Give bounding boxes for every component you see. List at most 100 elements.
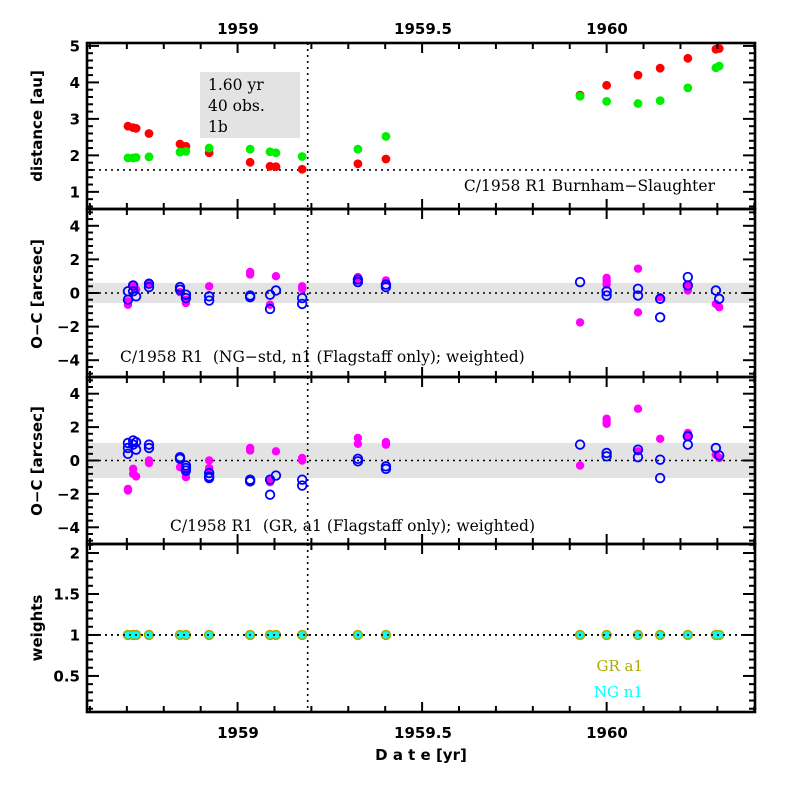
y-tick-label: 4 (70, 74, 80, 92)
weight-point-ng (382, 631, 390, 639)
y-tick-label: 2 (70, 147, 80, 165)
residual-point-dec (174, 284, 186, 295)
weight-point-ng (298, 631, 306, 639)
distance-point-delta (602, 96, 612, 106)
residual-point-dec (143, 439, 155, 450)
distance-point-delta (131, 153, 141, 162)
residual-point-dec (682, 439, 694, 450)
y-tick-label: 4 (70, 217, 80, 235)
distance-point-r (144, 129, 154, 138)
x-axis-title: D a t e [yr] (375, 746, 467, 764)
residual-point-ra (204, 282, 214, 291)
distance-point-delta (683, 83, 693, 93)
stats-span: 1.60 yr (208, 76, 264, 94)
residual-point-ra (602, 419, 611, 428)
weight-point-ng (603, 631, 611, 639)
residual-point-ra (271, 272, 281, 281)
y-tick-label: 0.5 (53, 667, 80, 685)
residual-point-dec (180, 292, 192, 304)
distance-point-r (353, 159, 363, 169)
distance-point-r (271, 162, 281, 172)
residual-point-dec (143, 278, 155, 289)
distance-point-r (297, 164, 307, 174)
y-tick-label: −2 (57, 318, 80, 336)
distance-point-r (633, 70, 643, 80)
residual-point-ra (715, 303, 724, 312)
y-tick-label: 2 (70, 545, 80, 563)
residual-point-dec (654, 454, 666, 465)
y-tick-label: 2 (70, 419, 80, 437)
y-tick-label: −2 (57, 485, 80, 503)
residual-point-dec (632, 451, 644, 463)
weight-point-ng (145, 631, 153, 639)
residual-point-dec (714, 293, 725, 305)
y-tick-label: 0 (70, 452, 80, 470)
residual-point-dec (174, 453, 186, 465)
residual-point-dec (143, 442, 155, 454)
uncertainty-band (87, 442, 755, 479)
top-xtick-label: 1960 (586, 20, 628, 38)
distance-point-delta (633, 99, 643, 108)
y-tick-label: 5 (70, 37, 80, 55)
residual-point-dec (654, 312, 666, 323)
residual-point-dec (682, 280, 694, 291)
y-tick-label: 0 (70, 285, 80, 303)
distance-point-r (655, 63, 665, 73)
residual-point-dec (270, 470, 282, 481)
residual-point-dec (601, 290, 612, 301)
y-axis-title-oc-ng: O−C [arcsec] (28, 239, 46, 349)
residual-point-dec (264, 489, 276, 500)
distance-point-delta (575, 91, 585, 101)
residual-point-ra (245, 446, 255, 455)
y-tick-label: 1 (70, 626, 80, 644)
residual-point-dec (143, 281, 155, 293)
residual-point-dec (270, 285, 282, 296)
residual-point-dec (296, 474, 308, 485)
distance-point-delta (144, 152, 154, 162)
residual-point-dec (601, 447, 612, 459)
residual-point-ra (353, 439, 363, 448)
distance-point-r (381, 154, 391, 164)
distance-point-delta (714, 61, 724, 71)
weight-point-ng (205, 631, 213, 639)
y-axis-title-weights: weights (28, 595, 46, 662)
distance-point-delta (381, 131, 391, 141)
residual-point-dec (203, 467, 215, 479)
stats-box (200, 72, 300, 138)
residual-point-dec (122, 448, 134, 460)
residual-point-dec (180, 289, 192, 300)
residual-point-dec (632, 444, 644, 455)
residual-point-dec (574, 276, 586, 288)
residual-point-ra (633, 308, 643, 317)
residual-point-dec (203, 291, 215, 302)
panel-title-ng: C/1958 R1 (NG−std, n1 (Flagstaff only); … (120, 348, 525, 366)
y-tick-label: −4 (57, 352, 80, 370)
weight-point-ng (182, 631, 190, 639)
y-axis-title-distance: distance [au] (28, 70, 46, 182)
bottom-xtick-label: 1959 (217, 724, 259, 742)
residual-point-dec (380, 281, 392, 293)
top-xtick-label: 1959 (217, 20, 259, 38)
panel-title-distance: C/1958 R1 Burnham−Slaughter (464, 177, 716, 195)
legend-ng-n1: NG n1 (594, 683, 643, 701)
residual-point-dec (244, 476, 256, 487)
panel-title-gr: C/1958 R1 (GR, a1 (Flagstaff only); weig… (170, 517, 535, 535)
distance-point-r (602, 80, 612, 90)
residual-point-dec (130, 444, 142, 455)
residual-point-dec (130, 436, 142, 448)
residual-point-dec (380, 463, 392, 475)
residual-point-ra (575, 318, 585, 327)
weight-point-ng (124, 631, 132, 639)
residual-point-dec (654, 293, 666, 305)
residual-point-dec (130, 291, 142, 302)
bottom-xtick-label: 1960 (586, 724, 628, 742)
panel-frame (85, 542, 757, 714)
distance-point-delta (181, 146, 191, 156)
distance-point-delta (271, 148, 281, 158)
residual-point-ra (633, 404, 643, 413)
residual-point-dec (352, 456, 364, 467)
residual-point-ra (144, 458, 154, 468)
weight-point-ng (634, 631, 642, 639)
stats-obs: 40 obs. (208, 97, 265, 115)
